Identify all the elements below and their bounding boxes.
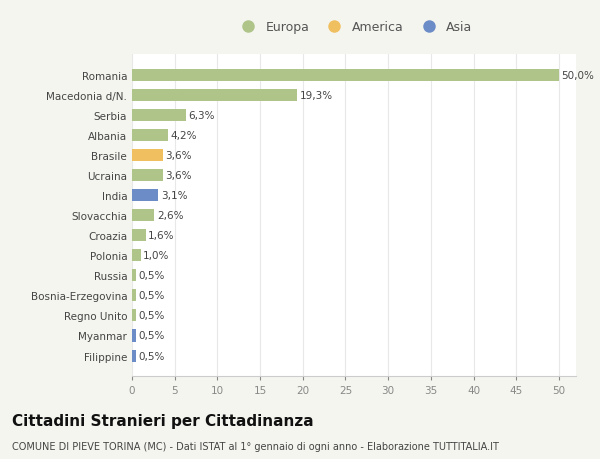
Legend: Europa, America, Asia: Europa, America, Asia	[230, 17, 478, 39]
Text: 4,2%: 4,2%	[170, 131, 197, 141]
Text: 0,5%: 0,5%	[139, 271, 165, 281]
Text: 0,5%: 0,5%	[139, 291, 165, 301]
Bar	[132, 270, 136, 282]
Text: 2,6%: 2,6%	[157, 211, 183, 221]
Text: 0,5%: 0,5%	[139, 331, 165, 341]
Bar	[132, 110, 186, 122]
Bar	[132, 310, 136, 322]
Text: 1,0%: 1,0%	[143, 251, 169, 261]
Text: 19,3%: 19,3%	[299, 91, 332, 101]
Bar	[132, 170, 163, 182]
Bar	[132, 70, 559, 82]
Text: 0,5%: 0,5%	[139, 351, 165, 361]
Bar	[132, 150, 163, 162]
Text: 3,6%: 3,6%	[166, 151, 192, 161]
Bar	[132, 90, 297, 102]
Bar	[132, 190, 158, 202]
Bar	[132, 290, 136, 302]
Bar	[132, 130, 168, 142]
Bar	[132, 350, 136, 362]
Text: Cittadini Stranieri per Cittadinanza: Cittadini Stranieri per Cittadinanza	[12, 413, 314, 428]
Text: 6,3%: 6,3%	[188, 111, 215, 121]
Text: 50,0%: 50,0%	[562, 71, 595, 81]
Bar	[132, 230, 146, 242]
Text: 3,1%: 3,1%	[161, 191, 188, 201]
Bar	[132, 210, 154, 222]
Bar	[132, 330, 136, 342]
Text: 1,6%: 1,6%	[148, 231, 175, 241]
Text: COMUNE DI PIEVE TORINA (MC) - Dati ISTAT al 1° gennaio di ogni anno - Elaborazio: COMUNE DI PIEVE TORINA (MC) - Dati ISTAT…	[12, 441, 499, 451]
Bar	[132, 250, 140, 262]
Text: 3,6%: 3,6%	[166, 171, 192, 181]
Text: 0,5%: 0,5%	[139, 311, 165, 321]
